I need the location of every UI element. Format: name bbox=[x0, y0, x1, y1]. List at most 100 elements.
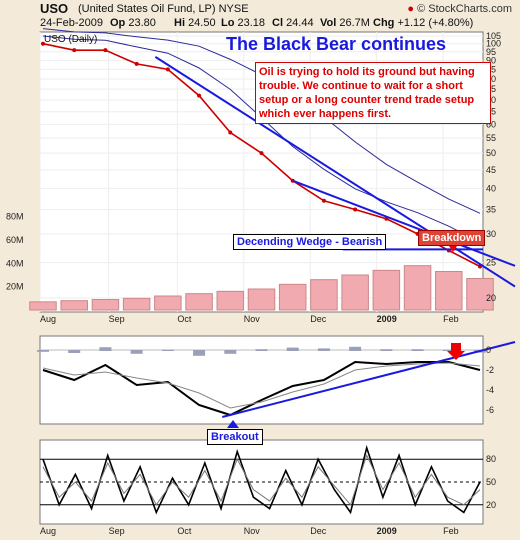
price-point bbox=[353, 207, 358, 212]
price-y-tick: 80 bbox=[486, 74, 496, 84]
macd-histogram-bar bbox=[411, 349, 424, 351]
price-point bbox=[103, 48, 108, 53]
macd-line bbox=[42, 360, 481, 417]
volume-bar bbox=[247, 288, 276, 311]
price-point bbox=[72, 48, 77, 53]
axis-labels: 1051009590858075706560555045403530252080… bbox=[6, 31, 501, 536]
volume-bar bbox=[341, 274, 369, 311]
volume-bars bbox=[29, 265, 494, 311]
macd-signal-line bbox=[42, 362, 481, 409]
open-quote: Op 23.80 bbox=[110, 17, 156, 29]
price-y-tick: 40 bbox=[486, 183, 496, 193]
price-y-tick: 70 bbox=[486, 95, 496, 105]
stochastic-d-line bbox=[42, 454, 481, 506]
price-y-tick: 30 bbox=[486, 229, 496, 239]
price-point bbox=[321, 198, 326, 203]
x-month-tick: Aug bbox=[40, 526, 56, 536]
x-month-tick: Sep bbox=[109, 526, 125, 536]
price-y-tick: 35 bbox=[486, 205, 496, 215]
macd-y-tick: 0 bbox=[486, 345, 491, 355]
price-y-tick: 90 bbox=[486, 55, 496, 65]
copyright: ● © StockCharts.com bbox=[407, 3, 512, 15]
macd-histogram-bar bbox=[193, 350, 206, 356]
stochastic-y-tick: 80 bbox=[486, 454, 496, 464]
stochastic-series bbox=[40, 444, 483, 515]
macd-histogram-bar bbox=[99, 347, 112, 351]
volume-y-tick: 40M bbox=[6, 258, 24, 268]
volume-y-tick: 20M bbox=[6, 282, 24, 292]
volume-bar bbox=[122, 297, 151, 311]
price-y-tick: 60 bbox=[486, 119, 496, 129]
x-month-tick: 2009 bbox=[377, 526, 397, 536]
volume-bar bbox=[278, 283, 307, 311]
macd-histogram-bar bbox=[37, 350, 49, 352]
macd-histogram-bar bbox=[286, 347, 299, 351]
macd-histogram-bar bbox=[130, 350, 143, 354]
price-point bbox=[41, 41, 45, 46]
macd-y-tick: -6 bbox=[486, 405, 494, 415]
close-quote: Cl 24.44 bbox=[272, 17, 314, 29]
price-y-tick: 50 bbox=[486, 148, 496, 158]
volume-quote: Vol 26.7M bbox=[320, 17, 370, 29]
macd-trendline bbox=[222, 341, 516, 418]
x-month-tick: 2009 bbox=[377, 314, 397, 324]
stockcharts-logo-icon: ● bbox=[407, 3, 415, 15]
volume-bar bbox=[435, 271, 463, 311]
breakdown-label: Breakdown bbox=[418, 230, 486, 246]
volume-bar bbox=[216, 290, 245, 311]
stochastic-y-tick: 20 bbox=[486, 500, 496, 510]
high-quote: Hi 24.50 bbox=[174, 17, 216, 29]
security-name: (United States Oil Fund, LP) NYSE bbox=[78, 3, 249, 15]
price-y-tick: 45 bbox=[486, 165, 496, 175]
volume-y-tick: 80M bbox=[6, 212, 24, 222]
volume-bar bbox=[91, 299, 120, 311]
symbol: USO bbox=[40, 1, 69, 16]
stochastic-y-tick: 50 bbox=[486, 477, 496, 487]
x-month-tick: Nov bbox=[244, 526, 261, 536]
x-month-tick: Nov bbox=[244, 314, 261, 324]
wedge-label: Decending Wedge - Bearish bbox=[233, 234, 387, 250]
price-y-tick: 75 bbox=[486, 84, 496, 94]
price-panel-label: USO (Daily) bbox=[44, 34, 97, 45]
price-y-tick: 105 bbox=[486, 31, 501, 41]
x-month-tick: Dec bbox=[310, 314, 327, 324]
price-point bbox=[134, 61, 139, 66]
volume-bar bbox=[60, 300, 88, 311]
macd-histogram-bar bbox=[380, 349, 393, 351]
volume-bar bbox=[154, 295, 182, 311]
chart-title: The Black Bear continues bbox=[226, 34, 447, 54]
down-arrow-icon bbox=[447, 343, 465, 360]
price-y-tick: 25 bbox=[486, 258, 496, 268]
volume-bar bbox=[466, 278, 494, 311]
macd-histogram-bar bbox=[68, 350, 81, 353]
volume-y-tick: 60M bbox=[6, 235, 24, 245]
low-quote: Lo 23.18 bbox=[221, 17, 266, 29]
macd-histogram-bar bbox=[224, 350, 237, 354]
volume-bar bbox=[185, 293, 213, 311]
macd-histogram-bar bbox=[442, 349, 455, 351]
x-month-tick: Oct bbox=[177, 526, 192, 536]
commentary-note: Oil is trying to hold its ground but hav… bbox=[255, 62, 491, 124]
price-y-tick: 65 bbox=[486, 107, 496, 117]
macd-y-tick: -2 bbox=[486, 365, 494, 375]
wedge-lower-trendline bbox=[292, 179, 516, 267]
macd-series bbox=[37, 341, 516, 418]
price-y-tick: 95 bbox=[486, 47, 496, 57]
price-y-tick: 55 bbox=[486, 133, 496, 143]
macd-histogram-bar bbox=[317, 348, 330, 351]
price-y-tick: 85 bbox=[486, 64, 496, 74]
quote-date: 24-Feb-2009 bbox=[40, 17, 103, 29]
macd-histogram-bar bbox=[349, 346, 362, 351]
price-point bbox=[228, 130, 233, 135]
breakout-arrow-icon bbox=[227, 420, 239, 428]
x-month-tick: Feb bbox=[443, 526, 459, 536]
macd-y-tick: -4 bbox=[486, 385, 494, 395]
x-month-tick: Oct bbox=[177, 314, 192, 324]
price-point bbox=[165, 67, 170, 72]
price-point bbox=[259, 151, 264, 156]
breakout-label: Breakout bbox=[207, 429, 263, 445]
change-quote: Chg +1.12 (+4.80%) bbox=[373, 17, 474, 29]
x-month-tick: Dec bbox=[310, 526, 327, 536]
x-month-tick: Sep bbox=[109, 314, 125, 324]
price-y-tick: 100 bbox=[486, 39, 501, 49]
